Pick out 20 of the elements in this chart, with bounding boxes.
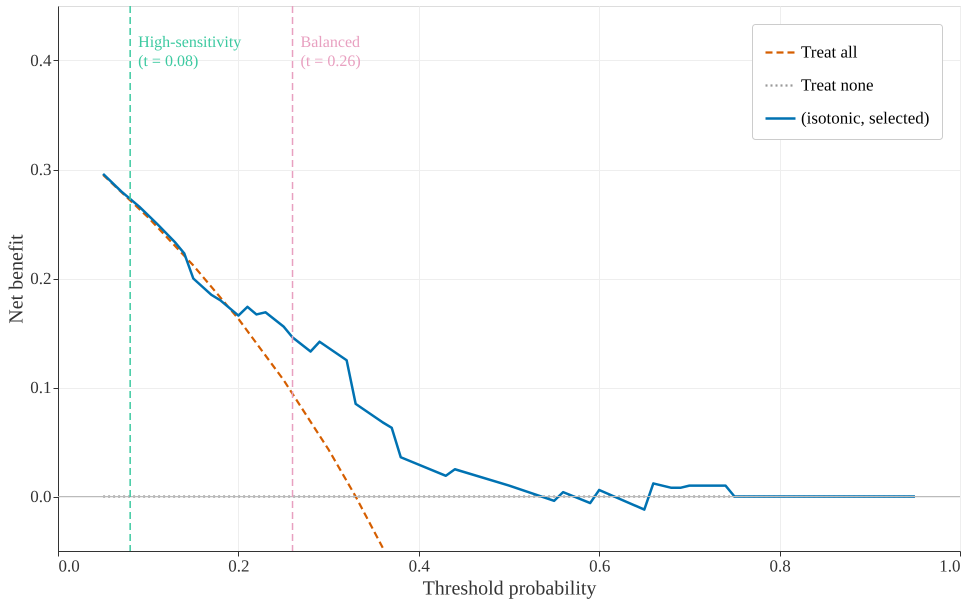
x-tick-label: 0.8 <box>769 556 791 576</box>
line-series <box>102 172 916 511</box>
line-series <box>102 174 384 549</box>
x-tick-label: 0.6 <box>589 556 610 576</box>
y-tick-label: 0.1 <box>30 378 52 397</box>
ref-line-label: High-sensitivity (t = 0.08) <box>138 34 242 70</box>
y-axis-title: Net benefit <box>5 234 28 324</box>
y-tick-label: 0.0 <box>30 487 52 506</box>
x-tick-label: 0.0 <box>58 556 80 576</box>
x-tick-label: 0.2 <box>228 556 250 576</box>
x-tick-label: 1.0 <box>939 556 960 576</box>
y-tick-label: 0.3 <box>30 160 52 179</box>
y-tick-label: 0.4 <box>30 51 52 70</box>
legend-label: Treat none <box>801 76 874 94</box>
legend-label: Treat all <box>801 42 858 62</box>
y-tick-label: 0.2 <box>30 269 52 288</box>
x-tick-label: 0.4 <box>408 556 430 576</box>
x-axis-title: Threshold probability <box>422 578 596 600</box>
legend-label: (isotonic, selected) <box>801 108 930 128</box>
ref-line-label: Balanced (t = 0.26) <box>300 34 361 70</box>
